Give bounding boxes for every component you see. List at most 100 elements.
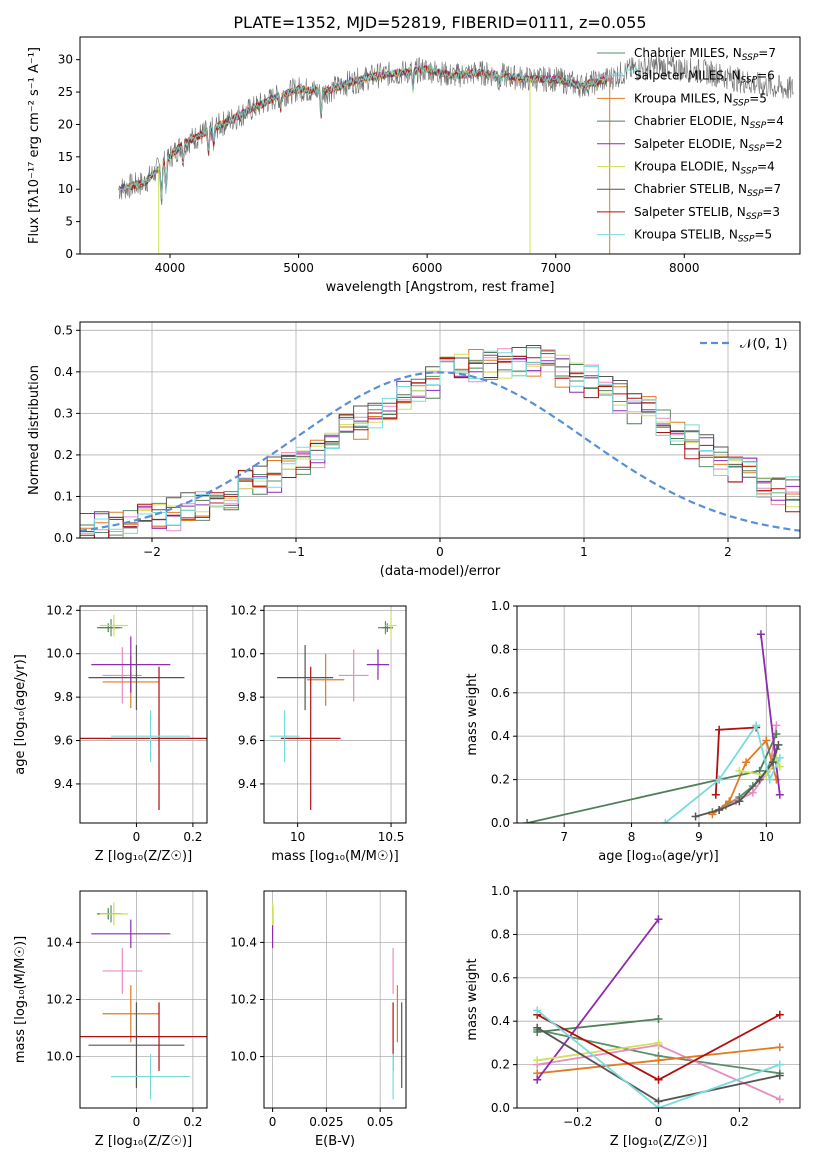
y-tick-label: 0.6 — [491, 971, 510, 985]
y-tick-label: 0.8 — [491, 642, 510, 656]
model-spectrum — [118, 65, 614, 195]
x-tick-label: −0.2 — [563, 1115, 592, 1129]
x-tick-label: 0 — [133, 1115, 141, 1129]
axes-frame — [516, 605, 801, 824]
mass-weight-marker — [654, 1104, 663, 1108]
model-spectrum — [118, 65, 640, 200]
x-tick-label: 0.2 — [183, 830, 202, 844]
legend-subscript: SSP — [742, 53, 759, 63]
y-tick-label: 10.0 — [230, 1050, 257, 1064]
legend-value: =7 — [764, 182, 782, 196]
legend-value: =4 — [766, 114, 784, 128]
mass-weight-marker — [775, 762, 784, 771]
plot-area-mass-weight-vs-age — [523, 630, 784, 823]
legend-subscript: SSP — [733, 98, 750, 108]
x-tick-label: 5000 — [283, 261, 314, 275]
y-tick-label: 0.5 — [54, 323, 73, 337]
y-tick-label: 5 — [65, 215, 73, 229]
mass-weight-marker — [765, 775, 774, 784]
x-tick-label: 7 — [560, 830, 568, 844]
legend-subscript: SSP — [741, 76, 758, 86]
mass-weight-marker — [654, 1015, 663, 1024]
legend-label: Kroupa STELIB, NSSP=5 — [634, 228, 772, 245]
mass-weight-line — [526, 733, 778, 823]
legend-subscript: SSP — [748, 144, 765, 154]
legend-subscript: SSP — [746, 212, 763, 222]
y-tick-label: 0.4 — [54, 365, 73, 379]
mass-weight-marker — [775, 1095, 784, 1104]
x-tick-label: −2 — [143, 545, 161, 559]
mass-weight-marker — [772, 721, 781, 730]
y-axis-label: mass [log₁₀(M/M☉)] — [13, 936, 28, 1063]
mass-weight-marker — [533, 1006, 542, 1015]
mass-weight-marker — [523, 819, 532, 823]
legend-value: =6 — [757, 69, 775, 83]
x-tick-label: 0.2 — [183, 1115, 202, 1129]
y-tick-label: 25 — [58, 85, 73, 99]
mass-weight-marker — [735, 797, 744, 806]
y-tick-label: 0.2 — [491, 1058, 510, 1072]
y-tick-label: 0.3 — [54, 406, 73, 420]
legend-subscript: SSP — [738, 235, 755, 245]
x-tick-label: 0 — [655, 1115, 663, 1129]
mass-weight-marker — [775, 753, 784, 762]
y-tick-label: 0.4 — [491, 1014, 510, 1028]
axes-frame — [79, 605, 208, 824]
mass-weight-marker — [775, 1043, 784, 1052]
y-axis-label: mass weight — [465, 958, 480, 1040]
y-tick-label: 1.0 — [491, 599, 510, 613]
mass-weight-marker — [756, 630, 765, 639]
y-tick-label: 10 — [58, 182, 73, 196]
legend-subscript: SSP — [741, 167, 758, 177]
mass-weight-marker — [715, 725, 724, 734]
mass-weight-line — [537, 1018, 659, 1033]
y-tick-label: 10.4 — [46, 935, 73, 949]
legend-value: =3 — [762, 205, 780, 219]
legend-value: =4 — [757, 160, 775, 174]
mass-weight-marker — [654, 915, 663, 924]
mass-weight-marker — [769, 758, 778, 767]
mass-weight-marker — [654, 1038, 663, 1047]
y-tick-label: 0.2 — [491, 773, 510, 787]
x-axis-label: Z [log₁₀(Z/Z☉)] — [610, 1134, 707, 1149]
mass-weight-marker — [755, 775, 764, 784]
plot-area-mass-weight-vs-Z — [533, 915, 784, 1108]
x-tick-label: 8000 — [669, 261, 700, 275]
mass-weight-marker — [742, 758, 751, 767]
x-tick-label: 0.025 — [309, 1115, 343, 1129]
plot-area-age-vs-mass — [269, 612, 397, 810]
x-tick-label: 10.5 — [378, 830, 405, 844]
x-tick-label: 8 — [628, 830, 636, 844]
x-tick-label: 0 — [269, 1115, 277, 1129]
legend-value: =5 — [754, 228, 772, 242]
mass-weight-marker — [715, 805, 724, 814]
y-tick-label: 0.0 — [491, 816, 510, 830]
mass-weight-line — [536, 1009, 781, 1108]
mass-weight-marker — [772, 775, 781, 784]
y-tick-label: 9.6 — [54, 734, 73, 748]
y-tick-label: 0.4 — [491, 729, 510, 743]
x-axis-label: Z [log₁₀(Z/Z☉)] — [95, 849, 192, 864]
x-tick-label: −1 — [287, 545, 305, 559]
axes-frame — [79, 36, 801, 255]
y-tick-label: 10.0 — [230, 647, 257, 661]
legend-value: =5 — [749, 91, 767, 105]
y-tick-label: 9.8 — [238, 690, 257, 704]
y-tick-label: 9.8 — [54, 690, 73, 704]
y-tick-label: 1.0 — [491, 884, 510, 898]
mass-weight-marker — [775, 1060, 784, 1069]
y-tick-label: 0 — [65, 247, 73, 261]
mass-weight-marker — [774, 740, 783, 749]
x-tick-label: 10 — [290, 830, 305, 844]
x-tick-label: 4000 — [155, 261, 186, 275]
axes-mass-weight-vs-age: 7 8 9 10 0.0 0.2 0.4 0.6 0.8 1.0 age [log₁₀(age/yr… — [465, 599, 801, 864]
x-tick-label: 2 — [724, 545, 732, 559]
y-tick-label: 0.6 — [491, 686, 510, 700]
y-tick-label: 9.4 — [54, 777, 73, 791]
plot-layer: 4000 5000 6000 7000 8000051015202530waveleng… — [13, 36, 801, 1149]
plot-area-residual-histogram — [80, 345, 800, 538]
x-axis-label: age [log₁₀(age/yr)] — [598, 849, 719, 864]
y-tick-label: 10.0 — [46, 1050, 73, 1064]
mass-weight-marker — [772, 730, 781, 739]
